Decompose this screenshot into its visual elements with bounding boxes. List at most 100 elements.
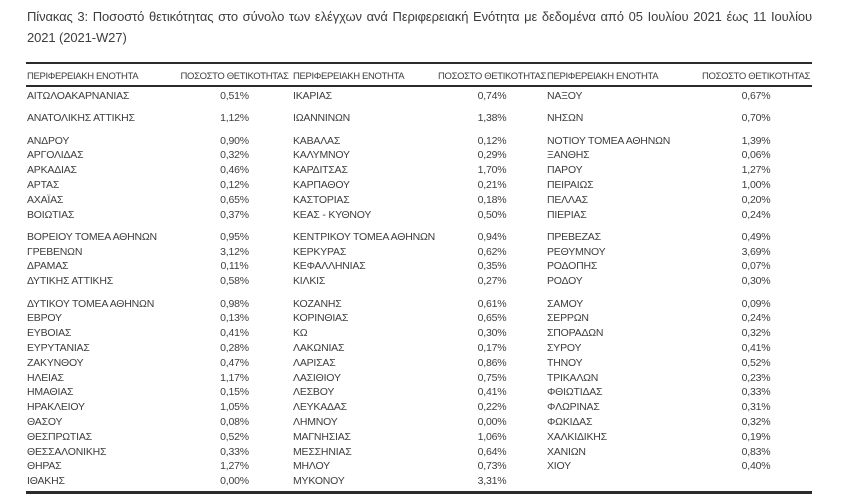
positivity-value-cell: 1,06% xyxy=(477,430,507,443)
region-name-cell: ΝΗΣΩΝ xyxy=(547,112,584,125)
positivity-value-cell: 0,27% xyxy=(477,275,507,288)
region-name-cell: ΠΡΕΒΕΖΑΣ xyxy=(547,230,601,243)
column-header-region: ΠΕΡΙΦΕΡΕΙΑΚΗ ΕΝΟΤΗΤΑ xyxy=(293,71,405,82)
region-name-cell: ΦΩΚΙΔΑΣ xyxy=(547,415,593,428)
region-name-cell: ΗΜΑΘΙΑΣ xyxy=(27,386,74,399)
table-row: ΕΥΒΟΙΑΣ 0,41% ΚΩ 0,30% ΣΠΟΡΑΔΩΝ 0,32% xyxy=(26,326,812,341)
positivity-value-cell: 0,65% xyxy=(220,193,249,206)
table-row: ΖΑΚΥΝΘΟΥ 0,47% ΛΑΡΙΣΑΣ 0,86% ΤΗΝΟΥ 0,52% xyxy=(26,356,812,371)
table-row: ΔΥΤΙΚΗΣ ΑΤΤΙΚΗΣ 0,58% ΚΙΛΚΙΣ 0,27% ΡΟΔΟΥ 0,30… xyxy=(26,274,812,289)
table-row: ΑΡΤΑΣ 0,12% ΚΑΡΠΑΘΟΥ 0,21% ΠΕΙΡΑΙΩΣ 1,00% xyxy=(26,178,812,193)
region-name-cell: ΣΥΡΟΥ xyxy=(547,341,582,354)
region-name-cell: ΗΛΕΙΑΣ xyxy=(27,371,64,384)
table-row: ΑΝΑΤΟΛΙΚΗΣ ΑΤΤΙΚΗΣ 1,12% ΙΩΑΝΝΙΝΩΝ 1,38% ΝΗΣ… xyxy=(26,111,812,126)
positivity-value-cell: 0,28% xyxy=(220,341,249,354)
region-name-cell: ΚΕΡΚΥΡΑΣ xyxy=(293,245,347,258)
region-name-cell: ΚΕΦΑΛΛΗΝΙΑΣ xyxy=(293,260,366,273)
table-row: ΑΡΓΟΛΙΔΑΣ 0,32% ΚΑΛΥΜΝΟΥ 0,29% ΞΑΝΘΗΣ 0,06% xyxy=(26,148,812,163)
positivity-value-cell: 0,83% xyxy=(741,445,771,458)
region-name-cell xyxy=(546,474,700,489)
table-row: ΓΡΕΒΕΝΩΝ 3,12% ΚΕΡΚΥΡΑΣ 0,62% ΡΕΘΥΜΝΟΥ 3,69% xyxy=(26,245,812,260)
region-name-cell: ΚΑΡΠΑΘΟΥ xyxy=(293,178,350,191)
positivity-value-cell: 0,09% xyxy=(741,297,771,310)
positivity-value-cell: 0,12% xyxy=(477,134,507,147)
region-name-cell: ΣΠΟΡΑΔΩΝ xyxy=(547,327,604,340)
region-name-cell: ΠΕΙΡΑΙΩΣ xyxy=(547,178,594,191)
positivity-value-cell: 0,35% xyxy=(477,260,507,273)
positivity-value-cell: 0,67% xyxy=(741,90,771,102)
positivity-value-cell: 1,38% xyxy=(477,112,507,125)
region-name-cell: ΚΑΣΤΟΡΙΑΣ xyxy=(293,193,350,206)
region-name-cell: ΚΟΡΙΝΘΙΑΣ xyxy=(293,312,349,325)
positivity-value-cell: 0,64% xyxy=(477,445,507,458)
positivity-value-cell: 0,41% xyxy=(477,386,507,399)
region-name-cell: ΚΑΡΔΙΤΣΑΣ xyxy=(293,164,348,177)
positivity-value-cell: 0,61% xyxy=(477,297,507,310)
table-row: ΔΡΑΜΑΣ 0,11% ΚΕΦΑΛΛΗΝΙΑΣ 0,35% ΡΟΔΟΠΗΣ 0,07% xyxy=(26,259,812,274)
region-name-cell: ΛΑΣΙΘΙΟΥ xyxy=(293,371,341,384)
region-name-cell: ΙΚΑΡΙΑΣ xyxy=(293,90,332,102)
positivity-value-cell: 0,33% xyxy=(741,386,771,399)
region-name-cell: ΡΕΘΥΜΝΟΥ xyxy=(547,245,606,258)
positivity-value-cell: 0,33% xyxy=(220,445,249,458)
positivity-value-cell: 0,98% xyxy=(220,297,249,310)
region-name-cell: ΚΑΛΥΜΝΟΥ xyxy=(293,149,350,162)
region-name-cell: ΗΡΑΚΛΕΙΟΥ xyxy=(27,401,85,414)
region-name-cell: ΚΕΝΤΡΙΚΟΥ ΤΟΜΕΑ ΑΘΗΝΩΝ xyxy=(293,230,436,243)
positivity-value-cell: 0,74% xyxy=(477,90,507,102)
positivity-value-cell: 0,22% xyxy=(477,401,507,414)
positivity-value-cell: 0,51% xyxy=(220,90,249,102)
positivity-value-cell: 0,11% xyxy=(220,260,249,273)
table-row: ΘΕΣΣΑΛΟΝΙΚΗΣ 0,33% ΜΕΣΣΗΝΙΑΣ 0,64% ΧΑΝΙΩΝ 0,8… xyxy=(26,445,812,460)
table-row: ΑΧΑΪΑΣ 0,65% ΚΑΣΤΟΡΙΑΣ 0,18% ΠΕΛΛΑΣ 0,20% xyxy=(26,193,812,208)
table-row: ΔΥΤΙΚΟΥ ΤΟΜΕΑ ΑΘΗΝΩΝ 0,98% ΚΟΖΑΝΗΣ 0,61% ΣΑΜ… xyxy=(26,297,812,312)
positivity-value-cell: 0,95% xyxy=(220,230,249,243)
region-name-cell: ΜΗΛΟΥ xyxy=(293,460,330,473)
region-name-cell: ΡΟΔΟΠΗΣ xyxy=(547,260,598,273)
positivity-value-cell: 0,24% xyxy=(741,312,771,325)
table-row: ΑΙΤΩΛΟΑΚΑΡΝΑΝΙΑΣ 0,51% ΙΚΑΡΙΑΣ 0,74% ΝΑΞΟΥ 0,… xyxy=(26,89,812,104)
region-name-cell: ΙΘΑΚΗΣ xyxy=(27,475,65,488)
positivity-value-cell: 3,69% xyxy=(741,245,771,258)
positivity-value-cell: 0,19% xyxy=(741,430,771,443)
table-row: ΒΟΡΕΙΟΥ ΤΟΜΕΑ ΑΘΗΝΩΝ 0,95% ΚΕΝΤΡΙΚΟΥ ΤΟΜΕΑ… xyxy=(26,230,812,245)
region-name-cell: ΞΑΝΘΗΣ xyxy=(547,149,590,162)
region-name-cell: ΜΕΣΣΗΝΙΑΣ xyxy=(293,445,352,458)
positivity-value-cell: 0,62% xyxy=(477,245,507,258)
region-name-cell: ΑΙΤΩΛΟΑΚΑΡΝΑΝΙΑΣ xyxy=(27,90,130,102)
region-name-cell: ΣΕΡΡΩΝ xyxy=(547,312,589,325)
table-row: ΒΟΙΩΤΙΑΣ 0,37% ΚΕΑΣ - ΚΥΘΝΟΥ 0,50% ΠΙΕΡΙΑΣ 0,… xyxy=(26,208,812,223)
positivity-value-cell: 0,29% xyxy=(477,149,507,162)
positivity-value-cell: 0,41% xyxy=(220,327,249,340)
positivity-value-cell: 0,24% xyxy=(741,208,771,221)
region-name-cell: ΔΥΤΙΚΟΥ ΤΟΜΕΑ ΑΘΗΝΩΝ xyxy=(27,297,155,310)
table-row: ΘΕΣΠΡΩΤΙΑΣ 0,52% ΜΑΓΝΗΣΙΑΣ 1,06% ΧΑΛΚΙΔΙΚΗΣ 0… xyxy=(26,430,812,445)
positivity-value-cell: 0,00% xyxy=(477,415,507,428)
region-name-cell: ΚΟΖΑΝΗΣ xyxy=(293,297,342,310)
positivity-value-cell: 0,94% xyxy=(477,230,507,243)
region-name-cell: ΑΡΤΑΣ xyxy=(27,178,60,191)
region-name-cell: ΘΗΡΑΣ xyxy=(27,460,62,473)
region-name-cell: ΛΕΥΚΑΔΑΣ xyxy=(293,401,347,414)
table-row: ΘΑΣΟΥ 0,08% ΛΗΜΝΟΥ 0,00% ΦΩΚΙΔΑΣ 0,32% xyxy=(26,415,812,430)
positivity-value-cell: 0,41% xyxy=(741,341,771,354)
region-name-cell: ΘΕΣΠΡΩΤΙΑΣ xyxy=(27,430,92,443)
positivity-value-cell: 0,65% xyxy=(477,312,507,325)
region-name-cell: ΦΘΙΩΤΙΔΑΣ xyxy=(547,386,603,399)
region-name-cell: ΝΟΤΙΟΥ ΤΟΜΕΑ ΑΘΗΝΩΝ xyxy=(547,134,671,147)
region-name-cell: ΙΩΑΝΝΙΝΩΝ xyxy=(293,112,351,125)
table-row: ΗΜΑΘΙΑΣ 0,15% ΛΕΣΒΟΥ 0,41% ΦΘΙΩΤΙΔΑΣ 0,33% xyxy=(26,385,812,400)
positivity-value-cell: 3,31% xyxy=(477,475,507,488)
positivity-value-cell: 1,12% xyxy=(220,112,249,125)
positivity-value-cell: 1,70% xyxy=(477,164,507,177)
positivity-value-cell: 0,37% xyxy=(220,208,249,221)
table-row: ΘΗΡΑΣ 1,27% ΜΗΛΟΥ 0,73% ΧΙΟΥ 0,40% xyxy=(26,459,812,474)
region-name-cell: ΚΑΒΑΛΑΣ xyxy=(293,134,341,147)
positivity-value-cell: 0,31% xyxy=(741,401,771,414)
region-name-cell: ΜΑΓΝΗΣΙΑΣ xyxy=(293,430,351,443)
region-name-cell: ΛΗΜΝΟΥ xyxy=(293,415,338,428)
positivity-value-cell: 0,17% xyxy=(477,341,507,354)
positivity-value-cell: 0,49% xyxy=(741,230,771,243)
column-header-region: ΠΕΡΙΦΕΡΕΙΑΚΗ ΕΝΟΤΗΤΑ xyxy=(27,71,139,82)
region-name-cell: ΧΑΛΚΙΔΙΚΗΣ xyxy=(547,430,607,443)
